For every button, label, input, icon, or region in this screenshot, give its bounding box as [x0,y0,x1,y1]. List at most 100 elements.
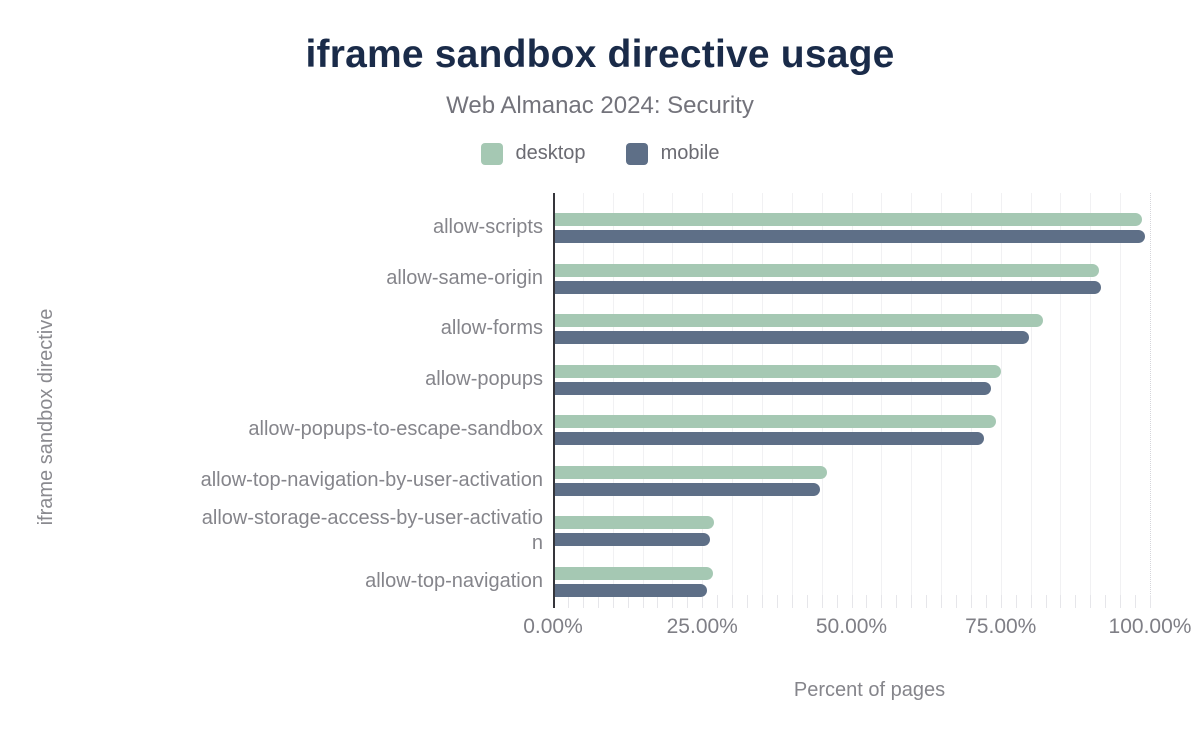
legend-label-mobile: mobile [660,142,720,164]
gridline [1090,193,1092,608]
bar-mobile-allow-scripts [555,230,1145,243]
gridline [582,193,584,608]
axis-minor-tick [717,595,719,608]
category-label: allow-same-origin [386,266,543,289]
gridline [672,193,674,608]
legend-label-desktop: desktop [515,142,586,164]
gridline [911,193,913,608]
bar-desktop-allow-storage-access-by-user-activation [555,516,715,529]
bar-desktop-allow-popups-to-escape-sandbox [555,415,996,428]
axis-minor-tick [1135,595,1137,608]
x-tick-label: 100.00% [1108,615,1192,638]
legend-item-desktop: desktop [480,142,586,165]
gridline [821,193,823,608]
legend-swatch-mobile [625,142,648,165]
axis-minor-tick [627,595,629,608]
axis-minor-tick [642,595,644,608]
bar-mobile-allow-forms [555,331,1030,344]
axis-minor-tick [612,595,614,608]
x-tick-label: 25.00% [666,615,738,638]
axis-minor-tick [1000,595,1002,608]
category-label: allow-popups [425,367,543,390]
gridline [1060,193,1062,608]
bar-desktop-allow-scripts [555,213,1142,226]
y-axis-title: iframe sandbox directive [35,308,57,526]
axis-minor-tick [985,595,987,608]
x-tick-label: 50.00% [815,615,888,638]
legend-item-mobile: mobile [625,142,720,165]
bar-mobile-allow-storage-access-by-user-activation [555,533,710,546]
chart-subtitle: Web Almanac 2024: Security [446,92,754,119]
plot-area [553,193,1186,608]
gridline [732,193,734,608]
axis-minor-tick [791,595,793,608]
axis-minor-tick [926,595,928,608]
axis-minor-tick [1030,595,1032,608]
gridline [642,193,644,608]
bar-desktop-allow-top-navigation-by-user-activation [555,465,828,479]
gridline [1000,193,1002,608]
bar-mobile-allow-popups [555,381,992,395]
legend: desktop mobile [0,142,1200,165]
axis-minor-tick [761,595,763,608]
gridline [970,193,972,608]
axis-minor-tick [657,595,659,608]
gridline [702,193,704,608]
gridline [1030,193,1032,608]
axis-minor-tick [567,595,569,608]
axis-minor-tick [911,595,913,608]
axis-minor-tick [747,595,749,608]
category-label: allow-scripts [432,216,543,238]
bar-desktop-allow-top-navigation [555,566,713,580]
axis-minor-tick [597,595,599,608]
bar-mobile-allow-popups-to-escape-sandbox [555,432,984,445]
axis-minor-tick [955,595,957,608]
category-label: allow-popups-to-escape-sandbox [248,418,543,440]
axis-minor-tick [881,595,883,608]
axis-minor-tick [582,595,584,608]
axis-minor-tick [702,595,704,608]
axis-minor-tick [1105,595,1107,608]
axis-minor-tick [821,595,823,608]
gridline [881,193,883,608]
gridline [761,193,763,608]
x-axis-title: Percent of pages [793,679,946,701]
bar-desktop-allow-popups [555,364,1001,378]
gridline [851,193,853,608]
bar-mobile-allow-top-navigation [555,583,707,597]
axis-minor-tick [851,595,853,608]
axis-minor-tick [732,595,734,608]
gridline-100pct [1150,193,1151,608]
gridline [791,193,793,608]
chart-title: iframe sandbox directive usage [305,33,895,76]
category-label: allow-top-navigation [365,569,543,592]
bar-mobile-allow-top-navigation-by-user-activation [555,482,821,496]
axis-minor-tick [896,595,898,608]
axis-minor-tick [941,595,943,608]
legend-swatch-desktop [480,142,503,165]
category-label: allow-storage-access-by-user-activatio n [201,506,543,554]
axis-minor-tick [1015,595,1017,608]
y-axis-line [553,193,555,608]
axis-minor-tick [836,595,838,608]
x-tick-label: 75.00% [965,615,1037,638]
gridline [1120,193,1122,608]
axis-minor-tick [806,595,808,608]
axis-minor-tick [1075,595,1077,608]
axis-minor-tick [672,595,674,608]
axis-minor-tick [866,595,868,608]
axis-minor-tick [1120,595,1122,608]
bar-mobile-allow-same-origin [555,280,1102,294]
axis-minor-tick [1150,595,1151,608]
gridline [941,193,943,608]
gridline [612,193,614,608]
axis-minor-tick [776,595,778,608]
bar-desktop-allow-same-origin [555,263,1099,277]
axis-minor-tick [1090,595,1092,608]
axis-minor-tick [1060,595,1062,608]
axis-minor-tick [1045,595,1047,608]
axis-minor-tick [970,595,972,608]
axis-minor-tick [687,595,689,608]
category-label: allow-forms [440,317,543,339]
